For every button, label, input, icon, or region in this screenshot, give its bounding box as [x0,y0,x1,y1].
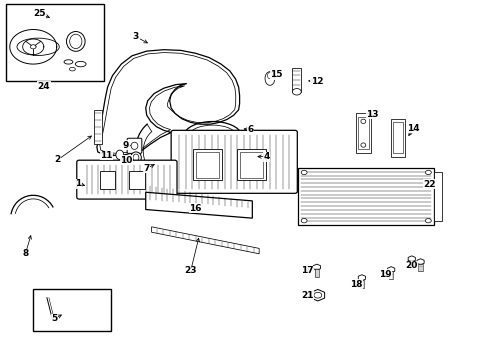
Bar [417,264,422,271]
Ellipse shape [116,150,123,159]
Text: 4: 4 [263,152,269,161]
Ellipse shape [133,154,139,161]
Text: 10: 10 [120,156,132,165]
Bar [6,4,103,81]
Text: 21: 21 [300,291,313,300]
Text: 13: 13 [366,110,378,119]
Bar [129,171,144,189]
Text: 25: 25 [33,9,45,18]
Bar [94,110,102,144]
Text: 5: 5 [52,314,58,323]
Bar [298,168,433,225]
Bar [355,113,370,153]
Text: 19: 19 [378,270,391,279]
FancyBboxPatch shape [171,130,297,193]
Ellipse shape [64,60,73,64]
Ellipse shape [360,143,365,147]
Text: 7: 7 [143,164,150,173]
Circle shape [425,219,430,223]
Ellipse shape [75,62,86,67]
Bar [392,122,402,153]
Bar [195,152,219,178]
Text: 22: 22 [422,180,435,189]
Text: 12: 12 [310,77,323,86]
Bar [388,271,393,279]
Text: 23: 23 [184,266,197,275]
Bar [292,68,301,92]
Text: 11: 11 [100,151,113,160]
Bar [314,269,319,277]
Text: 9: 9 [122,141,129,150]
Ellipse shape [69,67,75,71]
Text: 3: 3 [133,32,139,41]
Ellipse shape [267,72,272,79]
Bar [390,119,404,157]
Circle shape [313,292,321,298]
Text: 16: 16 [189,204,202,212]
Text: 24: 24 [38,82,50,91]
FancyBboxPatch shape [127,138,142,153]
Bar [237,149,265,180]
Bar [408,261,413,269]
Text: 15: 15 [269,71,282,79]
Text: 6: 6 [247,125,253,134]
Ellipse shape [264,72,274,85]
Text: 20: 20 [405,261,417,270]
Ellipse shape [122,156,130,165]
Ellipse shape [66,31,85,51]
Bar [359,280,364,288]
Text: 2: 2 [55,155,61,164]
Bar [433,172,441,221]
Ellipse shape [130,152,141,163]
Ellipse shape [360,119,365,123]
Bar [100,171,115,189]
Bar [193,149,221,180]
Circle shape [301,219,306,223]
Text: 18: 18 [349,280,362,289]
Bar [239,152,263,178]
Text: 8: 8 [22,249,28,258]
Ellipse shape [69,34,81,49]
Polygon shape [145,192,252,218]
Ellipse shape [292,89,301,95]
Text: 14: 14 [406,124,419,133]
Polygon shape [151,227,259,254]
Circle shape [301,170,306,175]
Bar [33,289,110,331]
Text: 17: 17 [300,266,313,275]
Bar [357,117,368,149]
Text: 1: 1 [75,179,81,188]
Circle shape [425,170,430,175]
Ellipse shape [131,142,138,149]
FancyBboxPatch shape [77,160,177,199]
